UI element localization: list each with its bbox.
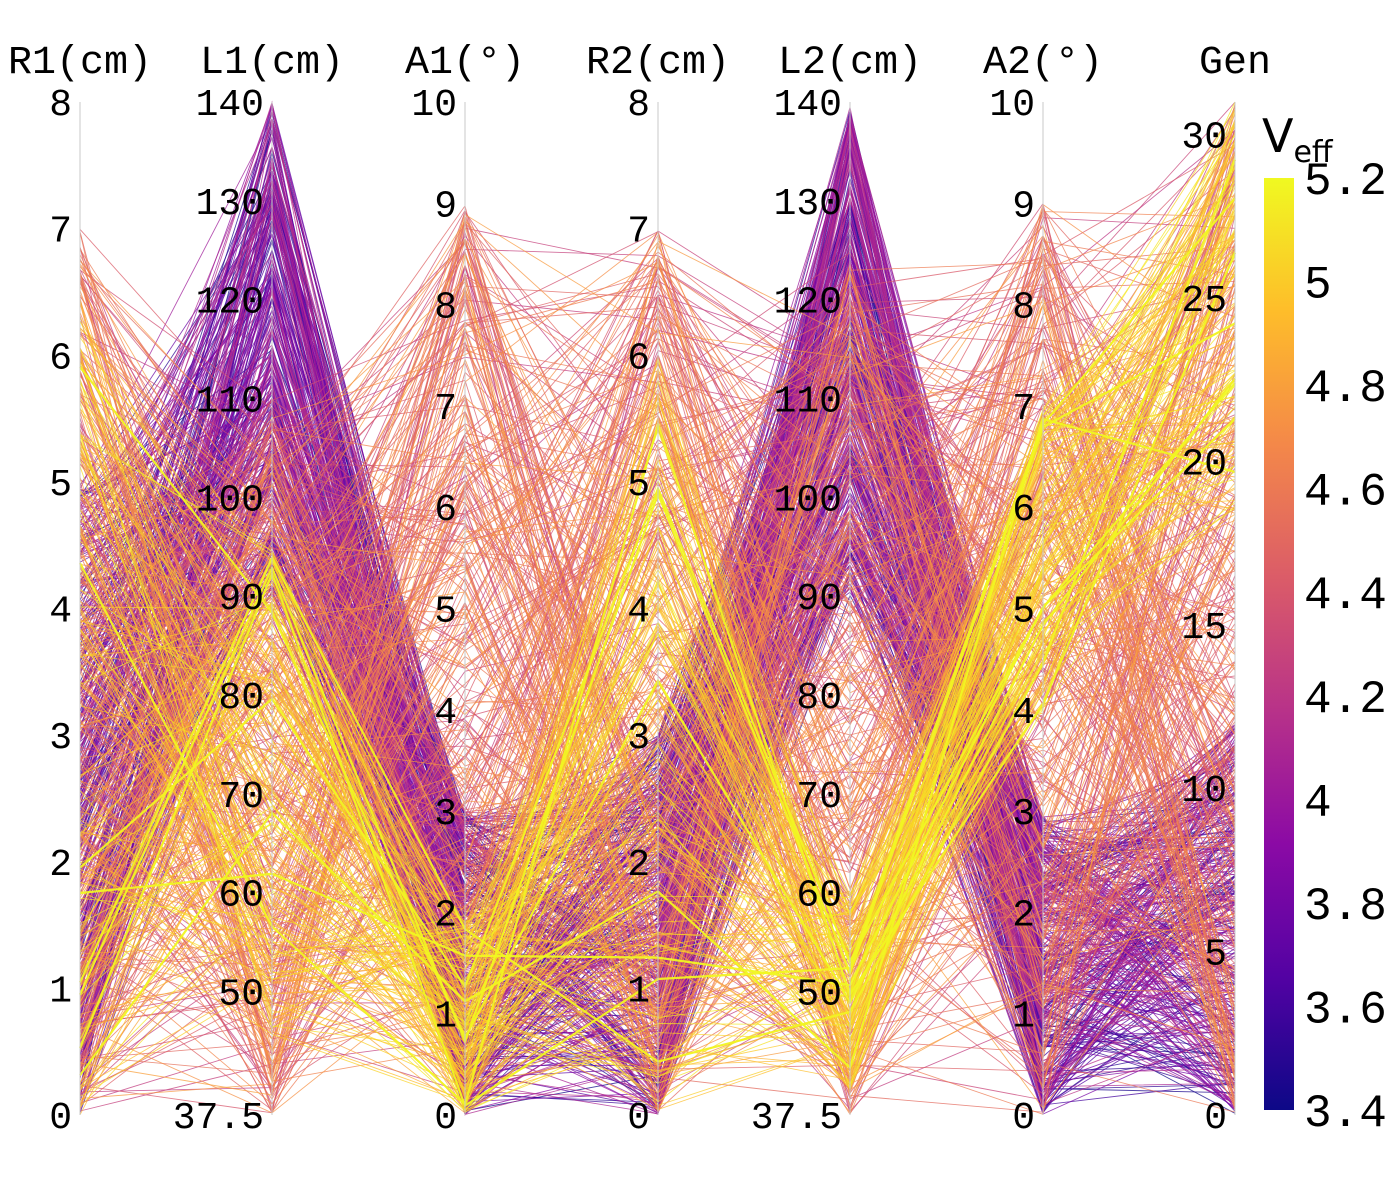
axis-title: A2(°)	[983, 41, 1103, 86]
colorbar-tick-label: 3.8	[1304, 881, 1387, 933]
axis-tick-label: 120	[774, 282, 842, 325]
axis-tick-label: 6	[49, 337, 72, 380]
axis-tick-label: 60	[796, 875, 842, 918]
axis-tick-label: 5	[49, 464, 72, 507]
colorbar-tick-label: 4.6	[1304, 467, 1387, 519]
axis-tick-label: 4	[627, 591, 650, 634]
axis-tick-label: 8	[1012, 287, 1035, 330]
axis-tick-label: 120	[196, 282, 264, 325]
axes-layer: R1(cm)012345678L1(cm)37.5506070809010011…	[8, 41, 1271, 1140]
axis-title: Gen	[1199, 41, 1271, 86]
axis-title: A1(°)	[405, 41, 525, 86]
axis-tick-label: 15	[1181, 607, 1227, 650]
axis-tick-label: 3	[49, 717, 72, 760]
axis-tick-label: 7	[49, 211, 72, 254]
colorbar-tick-label: 4.8	[1304, 363, 1387, 415]
colorbar-tick-label: 5	[1304, 260, 1332, 312]
axis-tick-label: 0	[49, 1097, 72, 1140]
colorbar: Veff 3.4 3.6 3.8 4 4.2 4.4 4.6 4.8 5 5.2	[1262, 109, 1387, 1140]
axis-tick-label: 60	[218, 875, 264, 918]
axis-tick-label: 50	[796, 973, 842, 1016]
axis-tick-label: 20	[1181, 443, 1227, 486]
axis-tick-label: 8	[49, 84, 72, 127]
axis-tick-label: 7	[627, 211, 650, 254]
axis-tick-label: 1	[49, 970, 72, 1013]
axis-tick-label: 4	[49, 591, 72, 634]
axis-tick-label: 0	[627, 1097, 650, 1140]
colorbar-tick-label: 4.4	[1304, 570, 1387, 622]
axis-tick-label: 90	[218, 578, 264, 621]
axis-tick-label: 5	[627, 464, 650, 507]
axis-tick-label: 6	[627, 337, 650, 380]
axis-tick-label: 130	[774, 183, 842, 226]
axis-tick-label: 110	[774, 380, 842, 423]
axis-tick-label: 1	[1012, 996, 1035, 1039]
axis-tick-label: 6	[1012, 489, 1035, 532]
axis-tick-label: 110	[196, 380, 264, 423]
axis-tick-label: 4	[1012, 692, 1035, 735]
axis-tick-label: 1	[434, 996, 457, 1039]
axis-title: R1(cm)	[8, 41, 152, 86]
axis-tick-label: 3	[627, 717, 650, 760]
axis-tick-label: 140	[196, 84, 264, 127]
axis-tick-label: 5	[434, 591, 457, 634]
axis-tick-label: 100	[196, 479, 264, 522]
axis-tick-label: 5	[1012, 591, 1035, 634]
axis-tick-label: 10	[411, 84, 457, 127]
axis-tick-label: 70	[218, 776, 264, 819]
axis-tick-label: 2	[1012, 894, 1035, 937]
axis-tick-label: 30	[1181, 117, 1227, 160]
axis-title: L2(cm)	[778, 41, 922, 86]
axis-tick-label: 90	[796, 578, 842, 621]
axis-tick-label: 80	[796, 677, 842, 720]
colorbar-gradient	[1264, 178, 1294, 1110]
axis-tick-label: 140	[774, 84, 842, 127]
axis-tick-label: 130	[196, 183, 264, 226]
axis-tick-label: 70	[796, 776, 842, 819]
axis-tick-label: 10	[989, 84, 1035, 127]
colorbar-ticks: 3.4 3.6 3.8 4 4.2 4.4 4.6 4.8 5 5.2	[1304, 156, 1387, 1140]
axis-tick-label: 2	[434, 894, 457, 937]
axis-tick-label: 3	[1012, 793, 1035, 836]
axis-title: L1(cm)	[200, 41, 344, 86]
axis-tick-label: 37.5	[173, 1097, 264, 1140]
axis-tick-label: 37.5	[751, 1097, 842, 1140]
colorbar-tick-label: 4.2	[1304, 674, 1387, 726]
axis-tick-label: 8	[434, 287, 457, 330]
axis-tick-label: 2	[49, 844, 72, 887]
axis-tick-label: 0	[1012, 1097, 1035, 1140]
axis-tick-label: 10	[1181, 770, 1227, 813]
axis-title: R2(cm)	[586, 41, 730, 86]
axis-tick-label: 80	[218, 677, 264, 720]
axis-tick-label: 7	[1012, 388, 1035, 431]
axis-tick-label: 3	[434, 793, 457, 836]
axis-tick-label: 9	[434, 185, 457, 228]
axis-tick-label: 2	[627, 844, 650, 887]
axis-tick-label: 9	[1012, 185, 1035, 228]
axis-tick-label: 1	[627, 970, 650, 1013]
axis-tick-label: 4	[434, 692, 457, 735]
axis-tick-label: 0	[1204, 1097, 1227, 1140]
axis-tick-label: 25	[1181, 280, 1227, 323]
colorbar-tick-label: 3.6	[1304, 984, 1387, 1036]
colorbar-tick-label: 3.4	[1304, 1088, 1387, 1140]
colorbar-tick-label: 5.2	[1304, 156, 1387, 208]
colorbar-title: Veff	[1262, 109, 1334, 170]
axis-tick-label: 50	[218, 973, 264, 1016]
axis-tick-label: 5	[1204, 934, 1227, 977]
axis-tick-label: 6	[434, 489, 457, 532]
colorbar-tick-label: 4	[1304, 777, 1332, 829]
axis-tick-label: 8	[627, 84, 650, 127]
axis-tick-label: 7	[434, 388, 457, 431]
axis-tick-label: 100	[774, 479, 842, 522]
axis-tick-label: 0	[434, 1097, 457, 1140]
